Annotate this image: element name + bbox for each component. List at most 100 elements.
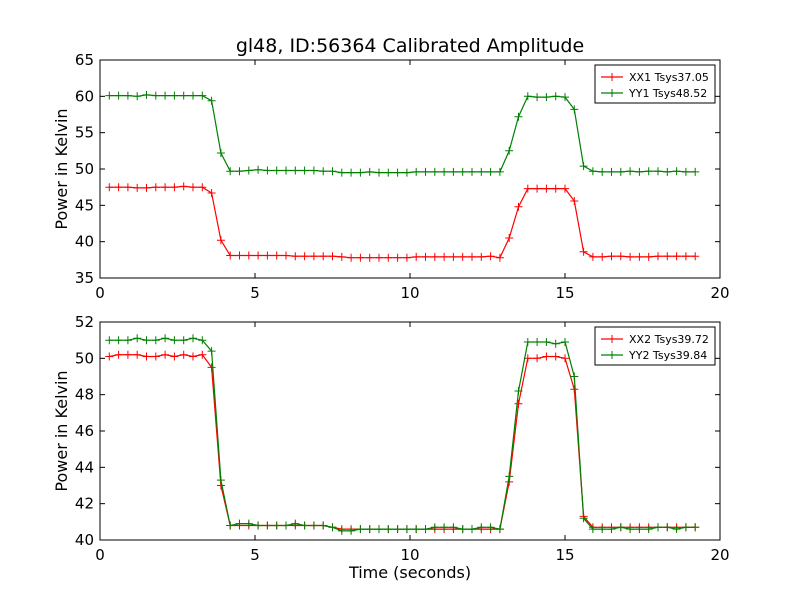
data-point: [458, 167, 467, 176]
data-point: [328, 167, 337, 176]
series-line: [109, 354, 696, 530]
legend-entry: YY2 Tsys39.84: [628, 349, 707, 362]
data-point: [179, 182, 188, 191]
x-axis-label: Time (seconds): [348, 563, 471, 582]
data-point: [551, 339, 560, 348]
data-point: [570, 105, 579, 114]
data-point: [254, 165, 263, 174]
data-point: [226, 167, 235, 176]
data-point: [654, 252, 662, 261]
legend-entry: YY1 Tsys48.52: [628, 87, 707, 100]
data-point: [393, 253, 402, 262]
data-point: [161, 91, 170, 100]
data-point: [440, 167, 449, 176]
data-point: [244, 166, 253, 175]
data-point: [133, 92, 142, 101]
data-point: [681, 523, 690, 532]
data-point: [356, 168, 365, 177]
data-point: [133, 183, 142, 192]
data-point: [616, 523, 625, 532]
data-point: [486, 252, 495, 261]
data-point: [663, 523, 672, 532]
data-point: [216, 236, 225, 245]
data-point: [328, 523, 337, 532]
data-point: [412, 525, 421, 534]
legend-marker: [608, 335, 616, 343]
data-point: [663, 252, 672, 261]
data-point: [681, 167, 690, 176]
data-point: [533, 354, 542, 363]
x-tick-label: 15: [555, 546, 574, 564]
data-point: [300, 166, 309, 175]
y-tick-label: 60: [75, 87, 94, 105]
y-tick-label: 44: [75, 458, 94, 476]
data-point: [644, 167, 653, 176]
data-point: [198, 91, 207, 100]
data-point: [375, 253, 383, 262]
data-point: [430, 167, 439, 176]
series-line: [109, 185, 696, 259]
data-point: [440, 252, 449, 261]
data-point: [635, 525, 644, 534]
data-point: [626, 167, 635, 176]
data-point: [114, 183, 123, 192]
data-point: [337, 168, 346, 177]
data-point: [468, 525, 476, 534]
y-tick-label: 42: [75, 495, 94, 513]
data-point: [440, 523, 449, 532]
data-point: [449, 252, 458, 261]
data-point: [133, 334, 142, 343]
data-point: [644, 525, 653, 534]
data-point: [170, 352, 179, 361]
data-point: [402, 525, 411, 534]
legend-entry: XX2 Tsys39.72: [629, 333, 709, 346]
legend-box: [594, 326, 716, 366]
data-point: [551, 352, 560, 361]
data-point: [384, 525, 393, 534]
x-tick-label: 5: [250, 546, 260, 564]
data-point: [161, 334, 170, 343]
data-point: [430, 523, 439, 532]
x-tick-label: 10: [400, 546, 419, 564]
data-point: [347, 253, 356, 262]
data-point: [570, 197, 579, 205]
data-point: [533, 93, 542, 102]
data-point: [105, 352, 114, 361]
data-point: [198, 336, 207, 345]
data-point: [449, 167, 458, 176]
legend-marker: [608, 89, 616, 97]
data-point: [114, 336, 123, 345]
chart-2: 0 5 10 15 20 40 42 44 46 48 50 52 Power in Kelvin Tim…: [52, 313, 730, 582]
data-point: [105, 91, 114, 100]
data-point: [421, 525, 430, 534]
legend: XX1 Tsys37.05 YY1 Tsys48.52: [594, 64, 716, 104]
data-point: [579, 247, 588, 256]
data-point: [514, 387, 523, 395]
data-point: [263, 166, 272, 175]
data-point: [337, 252, 346, 261]
series-1-1: [105, 182, 700, 262]
data-point: [542, 338, 551, 346]
data-point: [189, 352, 197, 361]
data-point: [263, 521, 272, 530]
data-point: [179, 91, 188, 100]
data-point: [375, 525, 383, 534]
data-point: [189, 91, 197, 100]
data-point: [421, 252, 430, 261]
y-tick-label: 48: [75, 386, 94, 404]
data-point: [384, 253, 393, 262]
data-point: [570, 385, 579, 394]
data-point: [291, 252, 300, 261]
data-point: [663, 167, 672, 176]
data-point: [495, 525, 504, 534]
data-point: [105, 336, 114, 345]
data-point: [477, 167, 486, 176]
data-point: [681, 252, 690, 261]
data-point: [189, 334, 197, 343]
data-point: [393, 525, 402, 534]
data-point: [235, 251, 244, 260]
data-point: [179, 350, 188, 359]
data-point: [254, 521, 263, 530]
data-point: [151, 336, 160, 345]
